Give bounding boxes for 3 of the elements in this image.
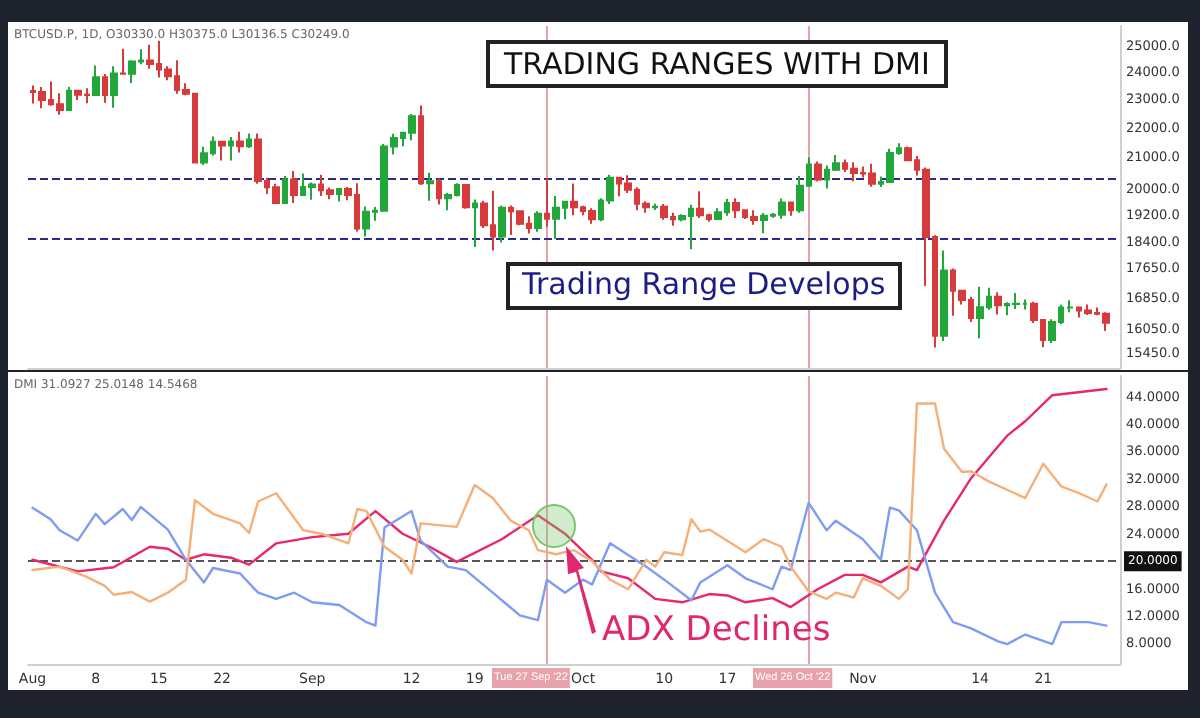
annotation: Trading Range Develops [506, 262, 902, 309]
text: TRADING RANGES WITH DMI [486, 40, 948, 88]
annotation: ADX Declines [602, 608, 831, 653]
